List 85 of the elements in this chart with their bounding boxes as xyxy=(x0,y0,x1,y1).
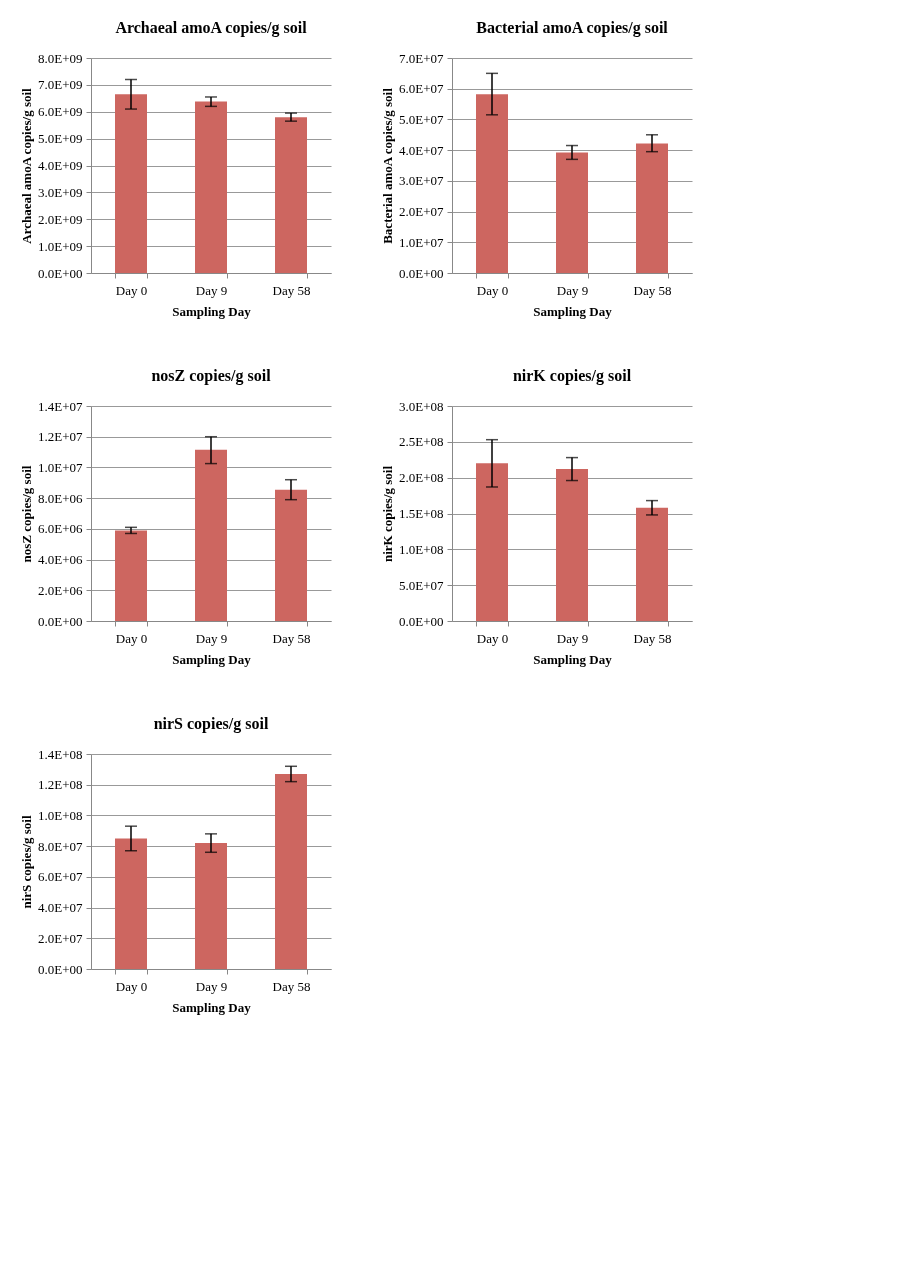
x-tick-label: Day 9 xyxy=(195,630,228,646)
chart-title: Archaeal amoA copies/g soil xyxy=(115,19,308,37)
y-tick-label: 8.0E+07 xyxy=(37,838,83,854)
x-tick-label: Day 58 xyxy=(272,282,311,298)
y-tick-label: 6.0E+06 xyxy=(37,521,83,537)
x-axis-title: Sampling Day xyxy=(172,651,252,667)
y-tick-label: 6.0E+09 xyxy=(37,104,83,120)
y-tick-label: 4.0E+07 xyxy=(37,900,83,916)
bar xyxy=(275,489,307,621)
y-tick-label: 1.0E+08 xyxy=(398,541,444,557)
bar xyxy=(556,469,588,621)
bar xyxy=(556,152,588,273)
y-tick-label: 0.0E+00 xyxy=(398,613,444,629)
y-axis-title: nirS copies/g soil xyxy=(18,815,34,909)
bar xyxy=(115,530,147,621)
x-tick-label: Day 0 xyxy=(115,978,148,994)
x-tick-label: Day 0 xyxy=(476,282,509,298)
y-tick-label: 4.0E+07 xyxy=(398,142,444,158)
y-tick-label: 2.0E+08 xyxy=(398,470,444,486)
y-tick-label: 2.0E+07 xyxy=(398,204,444,220)
x-axis-title: Sampling Day xyxy=(172,303,252,319)
bar xyxy=(115,838,147,969)
y-tick-label: 3.0E+08 xyxy=(398,398,444,414)
y-tick-label: 2.5E+08 xyxy=(398,434,444,450)
y-tick-label: 8.0E+06 xyxy=(37,490,83,506)
x-axis-title: Sampling Day xyxy=(533,651,613,667)
y-tick-label: 5.0E+07 xyxy=(398,577,444,593)
bar xyxy=(476,463,508,621)
x-tick-label: Day 58 xyxy=(272,630,311,646)
y-tick-label: 1.0E+08 xyxy=(37,807,83,823)
x-tick-label: Day 9 xyxy=(195,978,228,994)
bar xyxy=(636,507,668,621)
bar xyxy=(275,773,307,969)
chart-title: nosZ copies/g soil xyxy=(151,367,272,385)
y-tick-label: 1.4E+08 xyxy=(37,746,83,762)
y-tick-label: 1.0E+07 xyxy=(37,459,83,475)
y-tick-label: 1.2E+08 xyxy=(37,777,83,793)
bar xyxy=(195,843,227,969)
y-tick-label: 3.0E+07 xyxy=(398,173,444,189)
y-tick-label: 5.0E+07 xyxy=(398,111,444,127)
x-tick-label: Day 58 xyxy=(633,282,672,298)
y-tick-label: 7.0E+09 xyxy=(37,77,83,93)
y-tick-label: 0.0E+00 xyxy=(37,265,83,281)
y-tick-label: 2.0E+09 xyxy=(37,211,83,227)
x-tick-label: Day 58 xyxy=(633,630,672,646)
bar xyxy=(636,143,668,273)
y-tick-label: 1.0E+09 xyxy=(37,238,83,254)
y-tick-label: 3.0E+09 xyxy=(37,184,83,200)
y-tick-label: 2.0E+06 xyxy=(37,582,83,598)
chart-title: nirS copies/g soil xyxy=(153,715,269,733)
y-tick-label: 6.0E+07 xyxy=(398,81,444,97)
bar xyxy=(115,94,147,273)
y-tick-label: 6.0E+07 xyxy=(37,869,83,885)
x-tick-label: Day 9 xyxy=(195,282,228,298)
bar xyxy=(195,449,227,621)
x-tick-label: Day 0 xyxy=(115,282,148,298)
chart-title: nirK copies/g soil xyxy=(512,367,632,385)
y-tick-label: 8.0E+09 xyxy=(37,50,83,66)
y-tick-label: 5.0E+09 xyxy=(37,131,83,147)
x-tick-label: Day 9 xyxy=(556,282,589,298)
y-axis-title: Archaeal amoA copies/g soil xyxy=(18,87,34,244)
y-axis-title: Bacterial amoA copies/g soil xyxy=(379,87,395,244)
x-axis-title: Sampling Day xyxy=(533,303,613,319)
y-tick-label: 7.0E+07 xyxy=(398,50,444,66)
chart-title: Bacterial amoA copies/g soil xyxy=(476,19,669,37)
y-tick-label: 0.0E+00 xyxy=(37,613,83,629)
x-axis-title: Sampling Day xyxy=(172,999,252,1015)
bar xyxy=(195,101,227,273)
y-tick-label: 0.0E+00 xyxy=(37,961,83,977)
y-axis-title: nosZ copies/g soil xyxy=(18,465,34,563)
y-axis-title: nirK copies/g soil xyxy=(379,465,395,563)
y-tick-label: 4.0E+06 xyxy=(37,552,83,568)
x-tick-label: Day 0 xyxy=(115,630,148,646)
x-tick-label: Day 9 xyxy=(556,630,589,646)
y-tick-label: 1.5E+08 xyxy=(398,506,444,521)
bar xyxy=(275,117,307,273)
x-tick-label: Day 58 xyxy=(272,978,311,994)
y-tick-label: 0.0E+00 xyxy=(398,265,444,281)
y-tick-label: 4.0E+09 xyxy=(37,158,83,173)
x-tick-label: Day 0 xyxy=(476,630,509,646)
y-tick-label: 2.0E+07 xyxy=(37,930,83,946)
y-tick-label: 1.0E+07 xyxy=(398,234,444,250)
bar xyxy=(476,94,508,273)
y-tick-label: 1.2E+07 xyxy=(37,429,83,445)
y-tick-label: 1.4E+07 xyxy=(37,398,83,414)
